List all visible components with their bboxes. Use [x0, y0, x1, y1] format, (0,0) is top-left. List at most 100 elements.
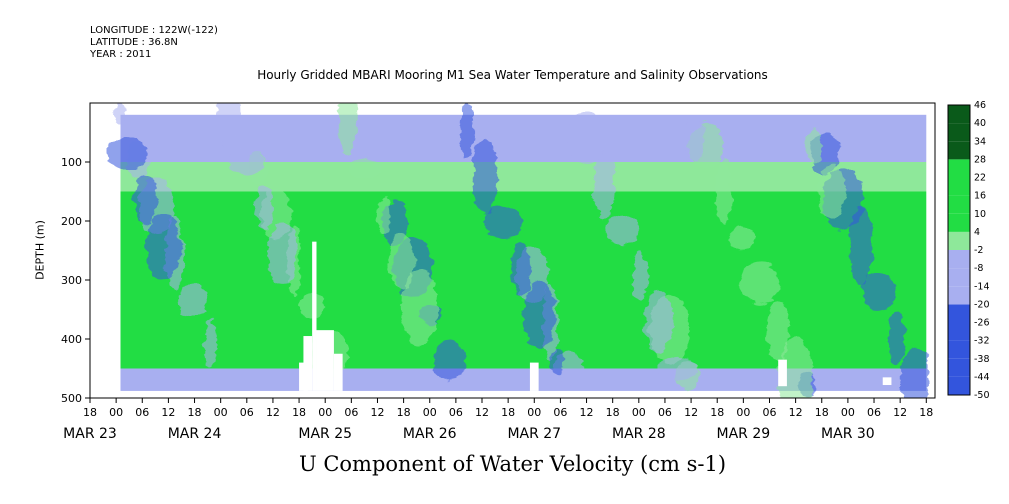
variability-patch — [204, 320, 217, 371]
variability-patch — [145, 212, 181, 280]
variability-patch — [644, 289, 672, 355]
variability-patch — [299, 293, 325, 321]
x-tick-label: 00 — [841, 406, 855, 419]
colorbar-step — [948, 195, 970, 214]
depth-band — [120, 191, 927, 221]
variability-patch — [683, 117, 705, 159]
x-tick-label: 00 — [736, 406, 750, 419]
variability-patch — [593, 148, 615, 220]
colorbar-tick-label: -44 — [974, 372, 990, 383]
colorbar-tick-label: -26 — [974, 318, 990, 329]
x-tick-label: 12 — [370, 406, 384, 419]
date-label: MAR 26 — [403, 426, 457, 442]
missing-data-gap — [303, 336, 313, 391]
plot-frame — [89, 102, 936, 399]
x-tick-label: 18 — [606, 406, 620, 419]
date-label: MAR 28 — [612, 426, 666, 442]
variability-patch — [484, 205, 523, 240]
colorbar-step — [948, 213, 970, 232]
colorbar-step — [948, 376, 970, 395]
variability-patch — [338, 103, 358, 155]
x-tick-label: 18 — [919, 406, 933, 419]
variability-patch — [511, 242, 532, 295]
colorbar-step — [948, 304, 970, 323]
year-label: YEAR : 2011 — [90, 49, 152, 60]
colorbar-step — [948, 105, 970, 124]
y-tick-label: 500 — [61, 392, 82, 405]
colorbar-tick-label: 28 — [974, 154, 986, 165]
missing-data-gap — [529, 362, 539, 391]
colorbar-tick-label: -2 — [974, 245, 983, 256]
variability-patch — [656, 356, 696, 380]
x-tick-label: 12 — [893, 406, 907, 419]
missing-data-gap — [778, 359, 787, 387]
x-tick-label: 18 — [710, 406, 724, 419]
variability-patch — [861, 273, 897, 310]
date-label: MAR 23 — [63, 426, 117, 442]
colorbar-tick-label: 22 — [974, 173, 986, 184]
x-tick-label: 06 — [344, 406, 358, 419]
depth-band — [120, 114, 927, 133]
x-tick-label: 06 — [762, 406, 776, 419]
variability-patch — [255, 185, 274, 230]
colorbar-tick-label: 4 — [974, 227, 980, 238]
missing-data-gap — [316, 330, 334, 391]
variable-label: U Component of Water Velocity (cm s-1) — [298, 452, 727, 476]
variability-patch — [401, 269, 439, 345]
colorbar-step — [948, 123, 970, 142]
x-tick-label: 18 — [501, 406, 515, 419]
x-tick-label: 00 — [632, 406, 646, 419]
x-tick-label: 00 — [423, 406, 437, 419]
variability-patch — [106, 138, 148, 170]
missing-data-gap — [312, 241, 317, 391]
x-tick-label: 12 — [580, 406, 594, 419]
variability-patch — [523, 279, 556, 350]
colorbar-tick-label: 34 — [974, 136, 986, 147]
x-tick-label: 12 — [475, 406, 489, 419]
variability-patch — [727, 225, 756, 250]
x-tick-label: 18 — [83, 406, 97, 419]
variability-patch — [805, 128, 822, 164]
variability-patch — [550, 346, 565, 375]
colorbar-tick-label: -8 — [974, 263, 983, 274]
longitude-label: LONGITUDE : 122W(-122) — [90, 25, 218, 36]
variability-patch — [766, 299, 789, 360]
x-tick-label: 06 — [867, 406, 881, 419]
variability-patch — [377, 195, 391, 235]
latitude-label: LATITUDE : 36.8N — [90, 37, 178, 48]
y-tick-label: 400 — [61, 333, 82, 346]
x-tick-label: 18 — [815, 406, 829, 419]
missing-data-gap — [882, 377, 892, 386]
x-tick-label: 00 — [214, 406, 228, 419]
date-label: MAR 30 — [821, 426, 875, 442]
x-tick-label: 00 — [318, 406, 332, 419]
colorbar-tick-label: -20 — [974, 299, 990, 310]
colorbar-frame — [947, 104, 971, 396]
colorbar-tick-label: 40 — [974, 118, 986, 129]
colorbar-step — [948, 231, 970, 250]
x-tick-label: 06 — [553, 406, 567, 419]
variability-patch — [216, 103, 241, 150]
colorbar-tick-label: -50 — [974, 390, 990, 401]
variability-patch — [817, 165, 846, 220]
colorbar-tick-label: -38 — [974, 354, 990, 365]
date-label: MAR 29 — [717, 426, 771, 442]
date-label: MAR 25 — [298, 426, 352, 442]
variability-patch — [900, 347, 930, 398]
missing-data-gap — [333, 353, 343, 391]
x-tick-label: 12 — [266, 406, 280, 419]
variability-patch — [389, 232, 415, 290]
colorbar-step — [948, 322, 970, 341]
x-tick-label: 00 — [109, 406, 123, 419]
variability-patch — [228, 148, 265, 175]
y-tick-label: 100 — [61, 156, 82, 169]
chart-title: Hourly Gridded MBARI Mooring M1 Sea Wate… — [257, 68, 768, 82]
variability-patch — [605, 215, 639, 245]
variability-patch — [715, 158, 732, 225]
x-tick-label: 18 — [292, 406, 306, 419]
colorbar-step — [948, 358, 970, 377]
x-tick-label: 06 — [658, 406, 672, 419]
date-label: MAR 24 — [168, 426, 222, 442]
